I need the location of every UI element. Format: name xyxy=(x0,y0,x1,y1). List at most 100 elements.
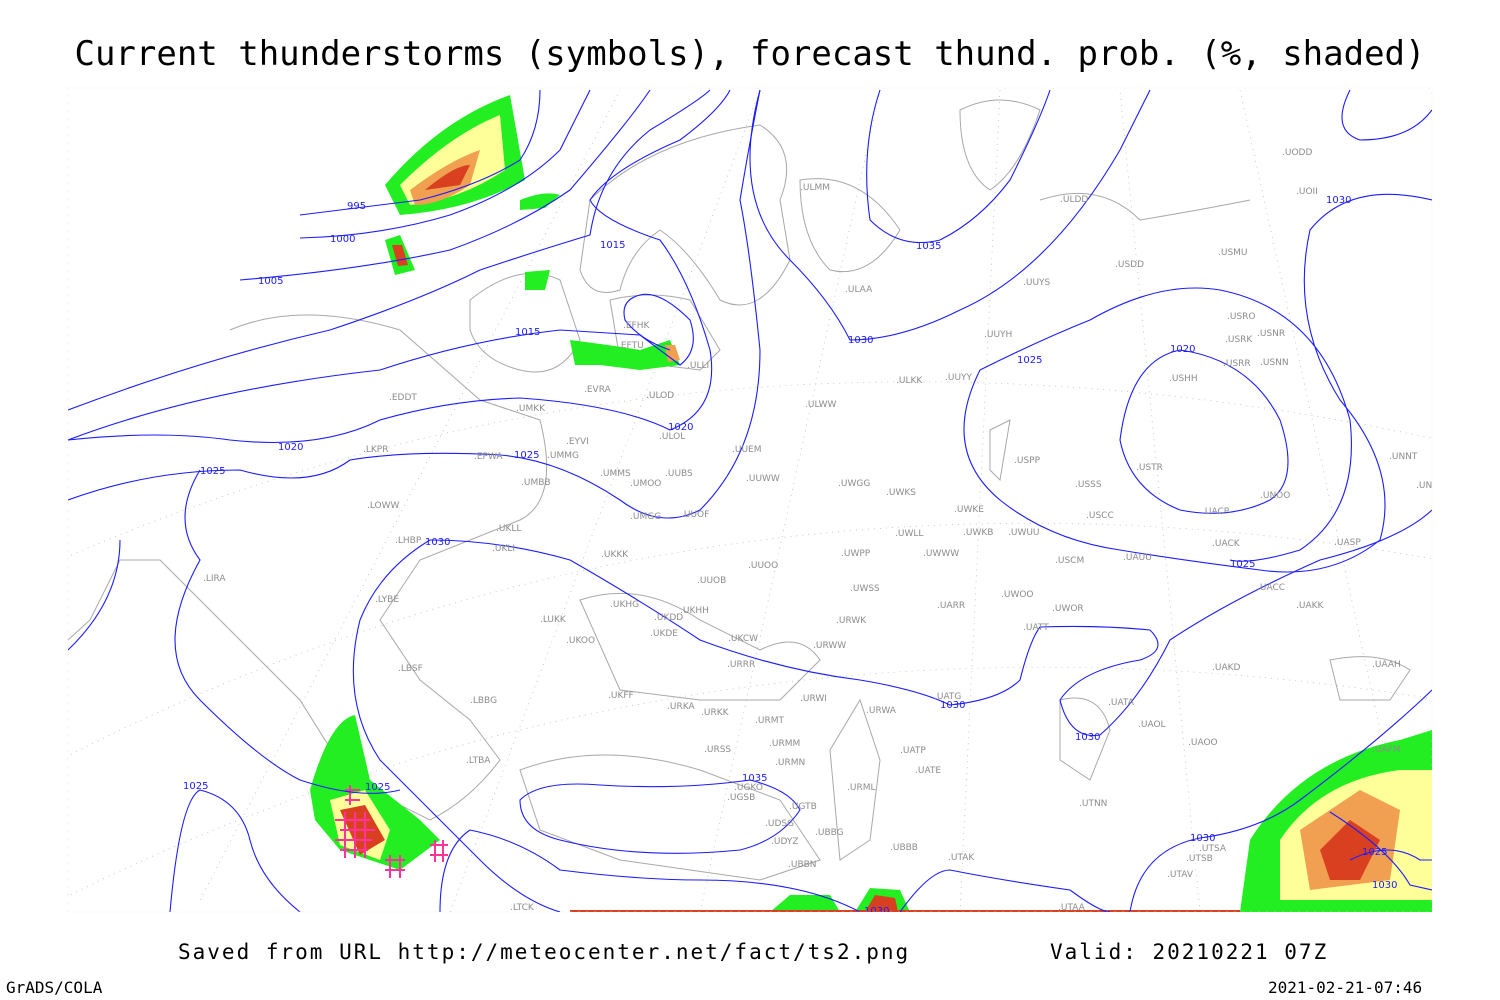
isobar-label: 1030 xyxy=(848,335,873,346)
station-label: .UUEM xyxy=(732,445,762,455)
station-label: .ULMM xyxy=(800,183,830,193)
station-label: .UMKK xyxy=(516,404,546,414)
station-label: .ULOL xyxy=(659,432,685,442)
station-label: .USNN xyxy=(1260,358,1289,368)
station-label: .UKHG xyxy=(610,600,639,610)
station-label: .UWLL xyxy=(895,529,923,539)
source-url-text: Saved from URL http://meteocenter.net/fa… xyxy=(178,940,911,964)
station-label: .URKK xyxy=(701,708,730,718)
isobar-label: 1025 xyxy=(183,781,208,792)
isobar-label: 1015 xyxy=(600,240,625,251)
isobar-label: 1005 xyxy=(258,276,283,287)
station-label: .UAUU xyxy=(1123,553,1152,563)
station-label: .LBBG xyxy=(470,696,497,706)
station-label: .URML xyxy=(847,783,875,793)
station-label: .URMM xyxy=(769,739,800,749)
station-label: .UNBB xyxy=(1416,481,1445,491)
station-label: .UTAK xyxy=(948,853,975,863)
station-label: .ULAA xyxy=(845,285,873,295)
station-label: .UUOF xyxy=(681,510,709,520)
isobar-label: 1025 xyxy=(365,782,390,793)
station-label: .USRK xyxy=(1225,335,1253,345)
station-label: .USHH xyxy=(1169,374,1198,384)
station-label: .UDSG xyxy=(765,819,794,829)
station-label: .LOWW xyxy=(367,501,400,511)
isobar-label: 1025 xyxy=(1017,355,1042,366)
station-label: .USSS xyxy=(1075,480,1102,490)
station-label: .UMBB xyxy=(521,478,551,488)
station-label: .EDDT xyxy=(389,393,417,403)
isobar-label: 1030 xyxy=(1372,880,1397,891)
station-label: .EFHK xyxy=(623,321,650,331)
station-label: .UKLI xyxy=(492,544,515,554)
station-label: .UNOO xyxy=(1260,491,1290,501)
station-label: .ULWW xyxy=(805,400,837,410)
station-label: .UATG xyxy=(934,692,961,702)
software-credit: GrADS/COLA xyxy=(6,978,103,997)
station-label: .URWK xyxy=(836,616,867,626)
isobar-label: 1025 xyxy=(200,466,225,477)
isobar-label: 1030 xyxy=(1190,833,1215,844)
station-label: .UTAA xyxy=(1058,903,1086,913)
station-label: .ULKK xyxy=(896,376,923,386)
thunderstorm-symbols xyxy=(335,785,448,878)
isobar-label: 1025 xyxy=(1230,559,1255,570)
isobar-label: 1030 xyxy=(940,700,965,711)
station-label: .UNNT xyxy=(1389,452,1418,462)
station-label: .UWUU xyxy=(1008,528,1040,538)
station-label: .UTSA xyxy=(1199,844,1227,854)
station-label: .UMMG xyxy=(547,451,579,461)
station-label: .LIRA xyxy=(203,574,226,584)
station-label: .UGTB xyxy=(789,802,817,812)
station-label: .UWOO xyxy=(1001,590,1034,600)
station-label: .UTAV xyxy=(1167,870,1194,880)
station-label: .UACC xyxy=(1257,583,1285,593)
station-labels: .ULMM .ULDD .UODD .UOII .USDD .USMU .ULAA .UUYS… xyxy=(203,148,1445,913)
station-label: .UBBG xyxy=(815,828,844,838)
station-label: .LBSF xyxy=(398,664,423,674)
isobar-label: 1020 xyxy=(668,422,693,433)
station-label: .USRO xyxy=(1227,312,1256,322)
station-label: .USCM xyxy=(1055,556,1084,566)
station-label: .UKDE xyxy=(650,629,678,639)
station-label: .UGKO xyxy=(734,783,763,793)
station-label: .ULLI xyxy=(687,361,709,371)
station-label: .UUBS xyxy=(665,469,693,479)
generated-timestamp: 2021-02-21-07:46 xyxy=(1268,978,1423,997)
station-label: .UATE xyxy=(915,766,941,776)
isobar-labels: 995 1000 1005 1015 1015 1020 1020 1025 1025 1025 1… xyxy=(183,195,1397,912)
station-label: .UBBB xyxy=(890,843,918,853)
station-label: .UWGG xyxy=(838,479,870,489)
station-label: .UKCW xyxy=(728,634,758,644)
station-label: .LTCK xyxy=(510,903,535,913)
station-label: .UWSS xyxy=(850,584,880,594)
station-label: .UKLL xyxy=(496,524,521,534)
station-label: .UUWW xyxy=(746,474,780,484)
isobar-label: 1030 xyxy=(1075,732,1100,743)
station-label: .USMU xyxy=(1218,248,1248,258)
station-label: .LUKK xyxy=(540,615,567,625)
station-label: .UDYZ xyxy=(771,837,799,847)
station-label: .UAOL xyxy=(1138,720,1166,730)
station-label: .ULDD xyxy=(1060,195,1088,205)
station-label: .UUOO xyxy=(748,561,778,571)
station-label: .UWPP xyxy=(841,549,871,559)
station-label: .UUYS xyxy=(1023,278,1051,288)
station-label: .UKOO xyxy=(566,636,595,646)
station-label: .UOII xyxy=(1296,187,1318,197)
isobar-label: 1000 xyxy=(330,234,355,245)
isobar-label: 1030 xyxy=(1326,195,1351,206)
station-label: .UUYH xyxy=(984,330,1012,340)
map-frame xyxy=(67,87,1433,913)
station-label: .EVRA xyxy=(584,385,612,395)
station-label: .UACP xyxy=(1202,507,1230,517)
station-label: .URMN xyxy=(775,758,805,768)
station-label: .LTBA xyxy=(466,756,491,766)
station-label: .UATA xyxy=(1108,698,1135,708)
station-label: .UATP xyxy=(900,746,926,756)
isobar-label: 1035 xyxy=(916,241,941,252)
station-label: .URSS xyxy=(704,745,731,755)
station-label: .UWOR xyxy=(1052,604,1084,614)
station-label: .UWKB xyxy=(963,528,993,538)
